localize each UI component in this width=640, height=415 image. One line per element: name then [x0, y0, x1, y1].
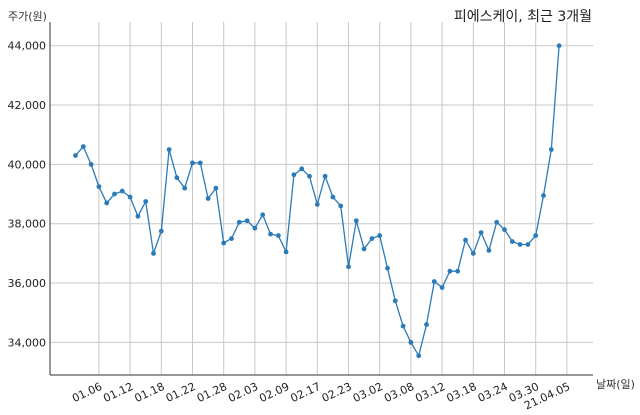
y-axis-label: 주가(원)	[8, 10, 47, 23]
data-point	[517, 242, 523, 247]
data-point	[268, 231, 273, 237]
data-point	[353, 218, 359, 224]
data-point	[455, 268, 461, 274]
data-point	[502, 227, 507, 233]
x-tick-label: 01.28	[195, 380, 229, 405]
data-point	[229, 236, 234, 241]
data-point	[494, 219, 500, 225]
x-tick-label: 02.23	[320, 380, 354, 405]
data-point	[127, 194, 133, 200]
data-point	[330, 194, 336, 200]
data-point	[463, 237, 468, 243]
x-tick-label: 01.22	[164, 380, 198, 405]
series	[73, 43, 562, 359]
data-point	[104, 200, 110, 206]
data-point	[385, 265, 390, 271]
data-point	[556, 43, 562, 49]
data-point	[260, 212, 266, 218]
data-point	[548, 147, 554, 152]
data-point	[541, 193, 546, 198]
data-point	[283, 249, 289, 255]
x-tick-label: 03.08	[382, 380, 416, 405]
data-point	[322, 173, 328, 179]
data-point	[143, 199, 149, 204]
data-point	[369, 236, 375, 241]
data-point	[236, 219, 242, 225]
data-point	[486, 248, 492, 253]
data-point	[377, 233, 383, 238]
x-tick-label: 03.02	[351, 380, 385, 405]
data-point	[478, 230, 484, 236]
x-tick-label: 02.17	[289, 380, 323, 405]
data-point	[96, 184, 102, 190]
y-tick-label: 36,000	[8, 277, 47, 290]
data-point	[416, 353, 422, 359]
data-point	[221, 240, 227, 246]
data-point	[244, 218, 250, 224]
data-point	[533, 233, 539, 238]
y-tick-label: 44,000	[8, 40, 47, 53]
data-point	[190, 160, 195, 166]
data-point	[174, 175, 180, 181]
y-tick-label: 40,000	[8, 158, 47, 171]
data-point	[424, 322, 429, 327]
x-tick-label: 03.18	[445, 380, 479, 405]
data-point	[80, 144, 86, 149]
data-point	[119, 188, 125, 194]
data-point	[205, 196, 211, 201]
x-tick-label: 01.06	[70, 380, 104, 405]
data-point	[525, 242, 531, 247]
x-axis-label: 날짜(일)	[596, 378, 635, 391]
axes: 34,000 36,000 38,000 40,000 42,000 44,000 01.0…	[8, 22, 593, 412]
data-point	[182, 185, 188, 191]
data-point	[431, 279, 437, 284]
data-point	[400, 323, 406, 329]
data-point	[361, 246, 367, 252]
data-point	[338, 203, 344, 209]
data-point	[307, 173, 312, 179]
data-point	[197, 160, 203, 166]
x-tick-label: 03.12	[413, 380, 447, 405]
data-point	[392, 298, 398, 304]
data-point	[314, 202, 320, 207]
x-tick-label: 03.24	[476, 380, 510, 405]
data-point	[299, 166, 305, 172]
data-point	[470, 250, 476, 256]
data-point	[408, 339, 414, 345]
data-point	[252, 225, 258, 231]
data-point	[213, 185, 219, 191]
x-tick-label: 01.18	[133, 380, 167, 405]
data-point	[447, 268, 453, 274]
data-point	[275, 233, 281, 238]
data-point	[166, 147, 172, 152]
chart-title: 피에스케이, 최근 3개월	[453, 9, 592, 25]
x-tick-label: 01.12	[101, 380, 135, 405]
y-tick-label: 42,000	[8, 99, 47, 112]
data-point	[509, 239, 515, 244]
data-point	[291, 172, 297, 178]
data-point	[112, 191, 117, 197]
data-point	[346, 264, 351, 270]
data-point	[439, 285, 445, 290]
x-tick-label: 02.03	[226, 380, 260, 405]
data-point	[73, 153, 78, 158]
data-point	[158, 228, 164, 234]
data-point	[151, 250, 156, 256]
x-tick-label: 02.09	[257, 380, 291, 405]
y-tick-label: 38,000	[8, 218, 47, 231]
data-point	[88, 161, 94, 167]
y-tick-label: 34,000	[8, 336, 47, 349]
data-point	[135, 213, 141, 219]
